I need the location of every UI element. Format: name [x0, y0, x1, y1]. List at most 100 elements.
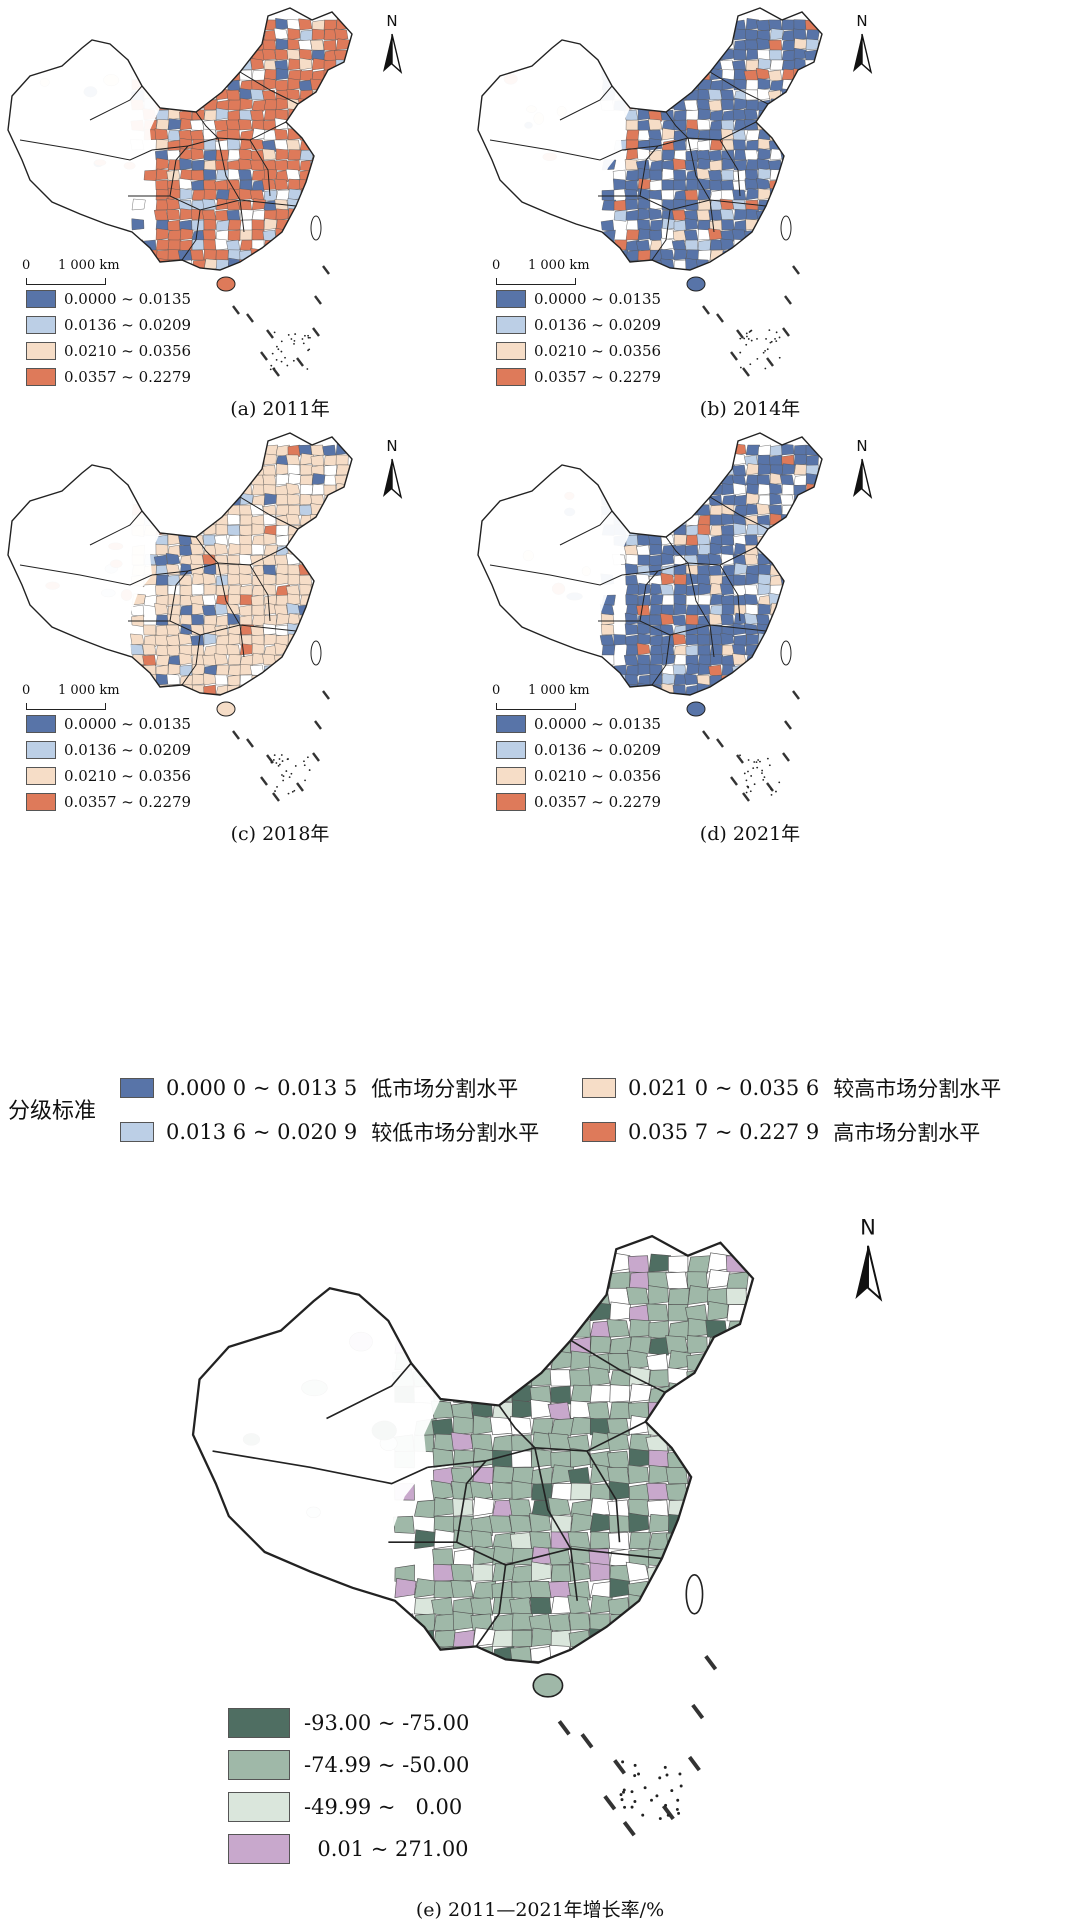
legend-swatch: [496, 290, 526, 308]
china-map-d: [477, 432, 823, 802]
legend-row: -49.99 ~ 0.00: [228, 1786, 488, 1828]
legend-row: 0.0357 ~ 0.2279: [26, 364, 246, 390]
legend-swatch: [120, 1122, 154, 1142]
legend-row: -74.99 ~ -50.00: [228, 1744, 488, 1786]
legend-label: 0.0357 ~ 0.2279: [534, 793, 662, 811]
classification-tier: 高市场分割水平: [833, 1121, 981, 1145]
scale-bar: 0 1 000 km: [492, 258, 612, 292]
classification-range: 0.035 7 ~ 0.227 9: [628, 1120, 820, 1144]
legend-label: 0.01 ~ 271.00: [304, 1837, 469, 1861]
map-panel-b: N 0 1 000 km 0.0000 ~ 0.0135 0.0136 ~ 0.0…: [470, 0, 1010, 420]
scale-line: [496, 703, 576, 710]
classification-tier: 较高市场分割水平: [833, 1077, 1002, 1101]
growth-legend: -93.00 ~ -75.00 -74.99 ~ -50.00 -49.99 ~ 0…: [228, 1702, 488, 1870]
legend-label: 0.0357 ~ 0.2279: [534, 368, 662, 386]
legend-swatch: [26, 715, 56, 733]
scale-line: [26, 703, 106, 710]
legend-label: 0.0136 ~ 0.0209: [64, 316, 192, 334]
scale-bar: 0 1 000 km: [22, 258, 142, 292]
classification-title: 分级标准: [8, 1099, 97, 1124]
scale-zero: 0: [492, 258, 501, 273]
legend-swatch: [496, 715, 526, 733]
classification-tier: 较低市场分割水平: [371, 1121, 540, 1145]
north-arrow: N: [840, 1215, 896, 1313]
legend-row: 0.0000 ~ 0.0135: [496, 711, 716, 737]
legend-row: 0.0136 ~ 0.0209: [496, 737, 716, 763]
legend-swatch: [228, 1834, 290, 1864]
legend-swatch: [26, 793, 56, 811]
panel-caption-d: (d) 2021年: [699, 823, 801, 845]
scale-distance: 1 000 km: [528, 683, 590, 698]
legend-label: 0.0357 ~ 0.2279: [64, 368, 192, 386]
china-map-e: [191, 1234, 755, 1837]
legend-swatch: [120, 1078, 154, 1098]
north-arrow: N: [842, 12, 882, 82]
scale-distance: 1 000 km: [58, 683, 120, 698]
legend-row: 0.0210 ~ 0.0356: [496, 338, 716, 364]
china-map-c: [7, 432, 353, 802]
legend-row: 0.0000 ~ 0.0135: [496, 286, 716, 312]
legend-swatch: [26, 342, 56, 360]
legend-row: 0.0210 ~ 0.0356: [496, 763, 716, 789]
scale-zero: 0: [22, 683, 31, 698]
map-legend-b: 0.0000 ~ 0.0135 0.0136 ~ 0.0209 0.0210 ~ 0…: [496, 286, 716, 390]
legend-label: 0.0136 ~ 0.0209: [534, 316, 662, 334]
scale-zero: 0: [22, 258, 31, 273]
north-label: N: [856, 12, 868, 30]
legend-row: 0.0000 ~ 0.0135: [26, 286, 246, 312]
scale-bar: 0 1 000 km: [22, 683, 142, 717]
north-label: N: [386, 12, 398, 30]
legend-label: 0.0210 ~ 0.0356: [534, 767, 662, 785]
legend-row: 0.0210 ~ 0.0356: [26, 763, 246, 789]
north-arrow: N: [372, 437, 412, 507]
panel-caption-b: (b) 2014年: [699, 398, 801, 420]
north-label: N: [860, 1215, 876, 1241]
north-label: N: [386, 437, 398, 455]
north-arrow-icon: [853, 458, 873, 499]
legend-label: 0.0210 ~ 0.0356: [64, 767, 192, 785]
legend-label: 0.0000 ~ 0.0135: [534, 290, 662, 308]
scale-distance: 1 000 km: [58, 258, 120, 273]
legend-swatch: [26, 316, 56, 334]
legend-label: -93.00 ~ -75.00: [304, 1711, 470, 1735]
legend-label: 0.0136 ~ 0.0209: [534, 741, 662, 759]
legend-row: 0.0000 ~ 0.0135: [26, 711, 246, 737]
classification-range: 0.021 0 ~ 0.035 6: [628, 1076, 820, 1100]
map-panel-c: N 0 1 000 km 0.0000 ~ 0.0135 0.0136 ~ 0.0…: [0, 425, 540, 845]
scale-line: [26, 278, 106, 285]
map-panel-d: N 0 1 000 km 0.0000 ~ 0.0135 0.0136 ~ 0.0…: [470, 425, 1010, 845]
panel-caption-c: (c) 2018年: [230, 823, 330, 845]
legend-swatch: [582, 1078, 616, 1098]
map-panel-e: N: [180, 1215, 960, 1915]
north-arrow: N: [372, 12, 412, 82]
classification-item-lower: 0.013 6 ~ 0.020 9 较低市场分割水平: [120, 1117, 539, 1147]
legend-label: -74.99 ~ -50.00: [304, 1753, 470, 1777]
legend-label: 0.0136 ~ 0.0209: [64, 741, 192, 759]
legend-swatch: [228, 1708, 290, 1738]
legend-swatch: [26, 741, 56, 759]
legend-swatch: [496, 767, 526, 785]
panel-caption-a: (a) 2011年: [230, 398, 330, 420]
legend-swatch: [26, 368, 56, 386]
legend-swatch: [582, 1122, 616, 1142]
growth-caption: (e) 2011—2021年增长率/%: [415, 1899, 665, 1921]
north-arrow-icon: [855, 1245, 883, 1302]
legend-row: -93.00 ~ -75.00: [228, 1702, 488, 1744]
legend-row: 0.0136 ~ 0.0209: [496, 312, 716, 338]
legend-row: 0.0357 ~ 0.2279: [26, 789, 246, 815]
classification-range: 0.000 0 ~ 0.013 5: [166, 1076, 358, 1100]
scale-zero: 0: [492, 683, 501, 698]
north-arrow-icon: [853, 33, 873, 74]
legend-row: 0.0357 ~ 0.2279: [496, 789, 716, 815]
china-map-b: [477, 7, 823, 377]
legend-row: 0.0136 ~ 0.0209: [26, 737, 246, 763]
map-panel-a: N 0 1 000 km 0.0000 ~ 0.0135 0.0136 ~ 0.0…: [0, 0, 540, 420]
north-label: N: [856, 437, 868, 455]
legend-row: 0.0357 ~ 0.2279: [496, 364, 716, 390]
scale-bar: 0 1 000 km: [492, 683, 612, 717]
north-arrow-icon: [383, 458, 403, 499]
legend-label: 0.0000 ~ 0.0135: [64, 290, 192, 308]
china-map-a: [7, 7, 353, 377]
classification-item-high: 0.035 7 ~ 0.227 9 高市场分割水平: [582, 1117, 980, 1147]
legend-label: 0.0357 ~ 0.2279: [64, 793, 192, 811]
